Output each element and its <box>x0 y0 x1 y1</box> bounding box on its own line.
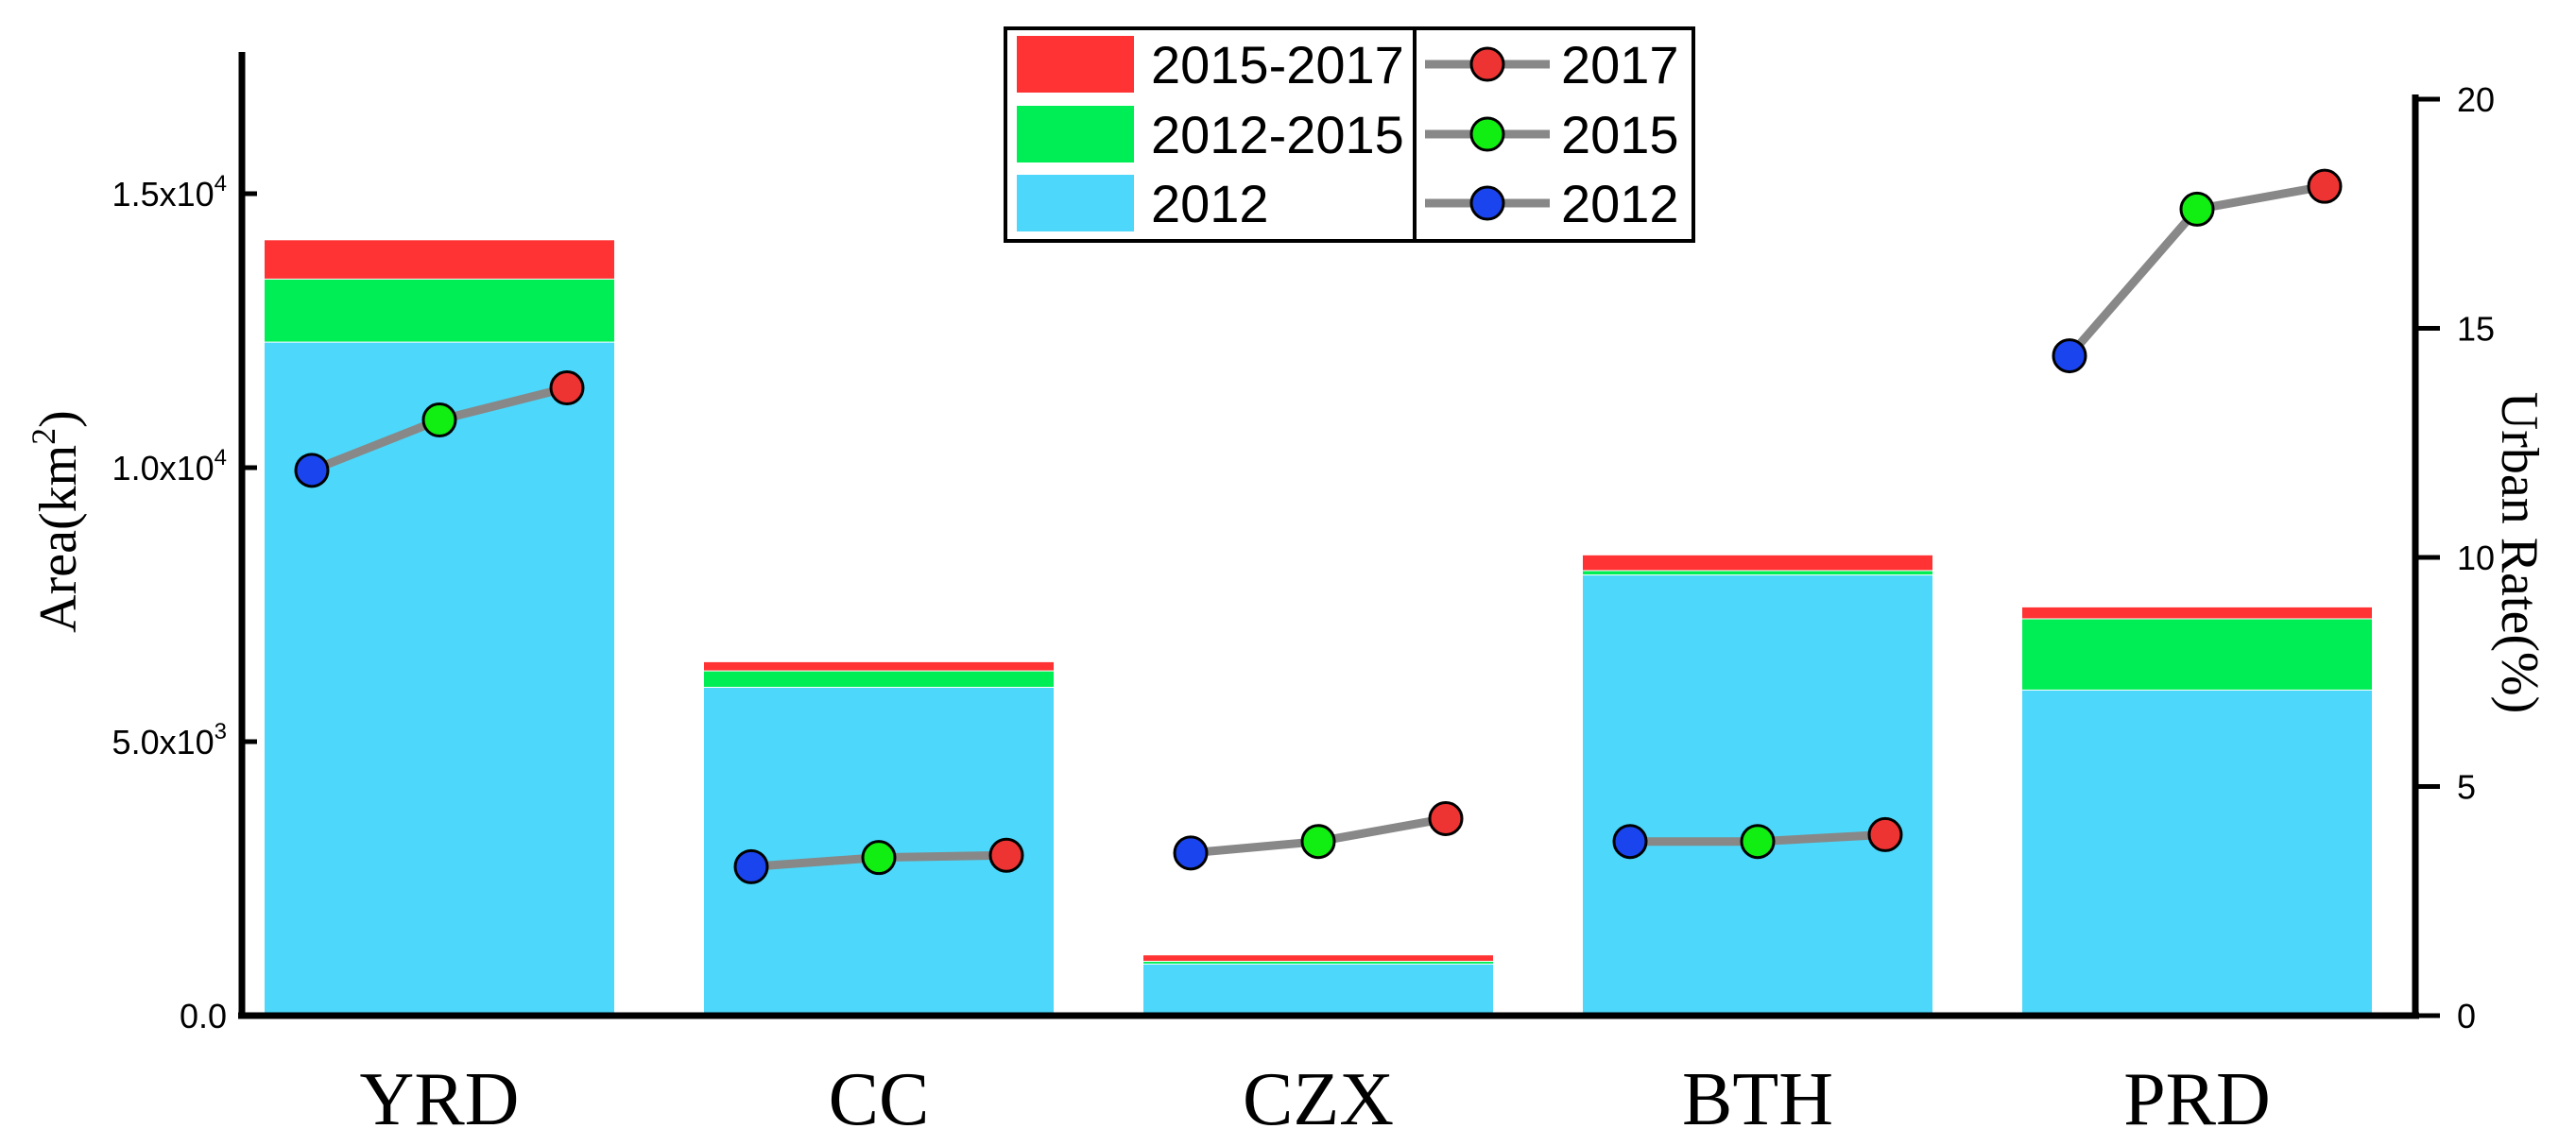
y-right-tick-label: 5 <box>2457 768 2476 807</box>
legend-label-2012-2015: 2012-2015 <box>1151 105 1404 164</box>
legend-label-2017: 2017 <box>1561 35 1679 94</box>
legend-label-2015: 2015 <box>1561 105 1679 164</box>
rate-point-yrd-2012 <box>294 453 330 488</box>
bar-bth-2012 <box>1583 574 1932 1016</box>
legend-label-2012: 2012 <box>1561 174 1679 233</box>
y-right-tick-label: 10 <box>2457 539 2495 577</box>
bar-prd-2015-2017 <box>2022 607 2372 619</box>
bar-czx-2012-2015 <box>1143 961 1493 964</box>
bar-prd-2012-2015 <box>2022 618 2372 690</box>
x-category-label: BTH <box>1682 1058 1833 1141</box>
legend-marker-2017 <box>1469 46 1505 82</box>
bar-yrd-2012 <box>265 341 614 1017</box>
legend: 2015-2017 2012-2015 2012 2017 2015 2012 <box>1004 26 1695 243</box>
legend-label-2012: 2012 <box>1151 174 1269 233</box>
y-right-tick-label: 15 <box>2457 310 2495 349</box>
rate-point-bth-2015 <box>1740 824 1776 860</box>
y-left-tick-label: 0.0 <box>180 997 227 1035</box>
legend-marker-2012 <box>1469 185 1505 221</box>
legend-marker-2015 <box>1469 116 1505 152</box>
ticks-layer: 0.0 5.0x103 1.0x104 1.5x104 0 5 10 15 20 <box>112 80 2496 1035</box>
bar-yrd-2015-2017 <box>265 240 614 279</box>
rate-point-prd-2017 <box>2307 168 2343 204</box>
y-right-tick-label: 0 <box>2457 997 2476 1035</box>
legend-swatch-2015-2017 <box>1017 36 1134 93</box>
y-right-tick-label: 20 <box>2457 80 2495 119</box>
y-left-tick-label: 5.0x103 <box>112 719 227 761</box>
y-axis-right-title: Urban Rate(%) <box>2490 392 2549 714</box>
x-category-label: CC <box>829 1058 930 1141</box>
x-category-label: YRD <box>360 1058 520 1141</box>
rate-point-cc-2015 <box>861 840 897 876</box>
rate-point-yrd-2017 <box>549 370 585 406</box>
rate-point-cc-2012 <box>733 848 769 884</box>
y-left-tick-label: 1.5x104 <box>112 171 227 214</box>
rate-point-bth-2012 <box>1612 824 1648 860</box>
rate-point-bth-2017 <box>1867 816 1903 852</box>
category-labels: YRD CC CZX BTH PRD <box>360 1058 2271 1141</box>
legend-swatch-2012 <box>1017 175 1134 231</box>
rate-point-czx-2015 <box>1300 824 1336 860</box>
x-category-label: PRD <box>2123 1058 2271 1141</box>
rate-point-czx-2012 <box>1173 835 1209 871</box>
y-left-tick-label: 1.0x104 <box>112 445 227 487</box>
legend-swatch-2012-2015 <box>1017 106 1134 162</box>
bar-czx-2015-2017 <box>1143 955 1493 961</box>
rate-point-cc-2017 <box>988 837 1024 873</box>
y-axis-left-title: Area(km2) <box>25 410 88 633</box>
bar-bth-2012-2015 <box>1583 570 1932 575</box>
bar-prd-2012 <box>2022 689 2372 1016</box>
bar-bth-2015-2017 <box>1583 555 1932 571</box>
bar-czx-2012 <box>1143 963 1493 1016</box>
legend-label-2015-2017: 2015-2017 <box>1151 35 1404 94</box>
x-category-label: CZX <box>1243 1058 1394 1141</box>
lines-layer <box>294 168 2343 884</box>
rate-point-prd-2012 <box>2052 338 2087 374</box>
rate-point-prd-2015 <box>2179 191 2215 227</box>
rate-point-czx-2017 <box>1428 800 1464 836</box>
bar-cc-2015-2017 <box>704 661 1054 671</box>
bar-yrd-2012-2015 <box>265 278 614 342</box>
bar-cc-2012-2015 <box>704 670 1054 687</box>
rate-point-yrd-2015 <box>421 402 457 437</box>
